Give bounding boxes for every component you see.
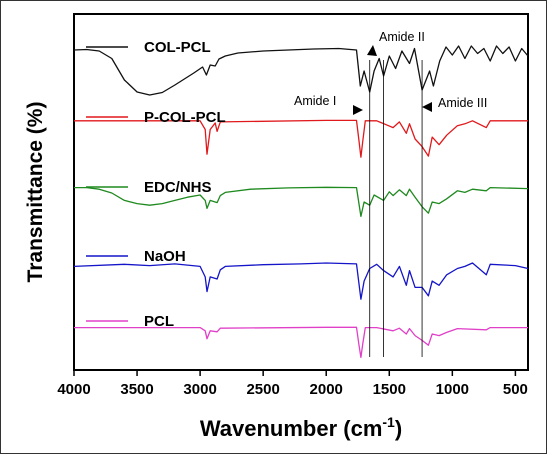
annotation-label: Amide I xyxy=(294,94,336,108)
x-axis-title: Wavenumber (cm-1) xyxy=(200,414,402,441)
x-tick-label: 2500 xyxy=(246,381,279,398)
x-tick-label: 3000 xyxy=(183,381,216,398)
x-tick-label: 1000 xyxy=(436,381,469,398)
legend: COL-PCL P-COL-PCL EDC/NHS NaOH PCL xyxy=(86,39,226,330)
x-tick-label: 1500 xyxy=(373,381,406,398)
x-axis-title-main: Wavenumber (cm xyxy=(200,416,383,441)
annotation-label: Amide II xyxy=(379,30,425,44)
plot-area xyxy=(73,13,529,371)
legend-label: NaOH xyxy=(144,248,186,265)
legend-label: PCL xyxy=(144,313,174,330)
x-tick-label: 3500 xyxy=(120,381,153,398)
x-tick-label: 4000 xyxy=(57,381,90,398)
y-axis-title: Transmittance (%) xyxy=(24,102,47,283)
x-axis-ticks: 4000 3500 3000 2500 2000 1500 1000 500 xyxy=(57,370,528,398)
series-line-col-pcl xyxy=(73,45,529,96)
series-line-edc-nhs xyxy=(74,186,529,218)
annotation-label: Amide III xyxy=(438,96,487,110)
x-axis-title-close: ) xyxy=(395,416,402,441)
series-line-naoh xyxy=(73,262,529,300)
x-tick-label: 2000 xyxy=(310,381,343,398)
reference-lines xyxy=(369,60,423,357)
legend-label: COL-PCL xyxy=(144,39,211,56)
legend-label: P-COL-PCL xyxy=(144,109,226,126)
legend-label: EDC/NHS xyxy=(144,179,212,196)
series-line-p-col-pcl xyxy=(74,119,528,158)
annotations: Amide I Amide II Amide III xyxy=(294,30,487,115)
annotation-arrow xyxy=(353,105,363,115)
series-layer xyxy=(73,45,529,359)
annotation-arrow xyxy=(367,45,377,56)
x-tick-label: 500 xyxy=(503,381,528,398)
series-line-pcl xyxy=(74,326,528,359)
x-axis-title-sup: -1 xyxy=(382,414,395,430)
annotation-arrow xyxy=(422,102,432,112)
